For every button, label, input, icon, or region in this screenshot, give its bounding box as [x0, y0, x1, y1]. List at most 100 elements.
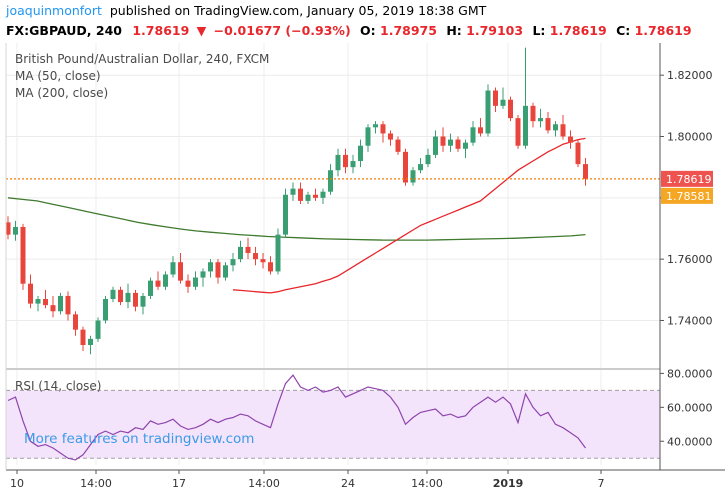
candle-body: [103, 299, 108, 321]
down-arrow-icon: ▼: [197, 23, 207, 38]
candle: [373, 121, 378, 134]
candle: [463, 139, 468, 158]
candle-body: [388, 133, 393, 140]
candle-body: [163, 274, 168, 287]
close-label: C:: [616, 23, 630, 38]
candle: [103, 295, 108, 324]
candle-body: [493, 90, 498, 106]
candle-body: [185, 280, 191, 287]
price-grid: [6, 43, 660, 368]
candle: [553, 121, 558, 137]
candle-body: [448, 139, 453, 146]
author-link[interactable]: joaquinmonfort: [5, 3, 102, 18]
candle-body: [290, 188, 296, 195]
candle: [80, 326, 86, 352]
candle: [253, 246, 258, 266]
candle: [193, 271, 198, 290]
candle: [148, 277, 153, 300]
candle: [43, 289, 48, 309]
ma50-value-badge: [661, 187, 713, 204]
candle-body: [28, 283, 33, 304]
rsi-tick-label: 60.0000: [667, 401, 713, 414]
candle: [560, 115, 566, 140]
x-tick-label: 24: [341, 477, 355, 490]
rsi-tick-label: 40.0000: [667, 435, 713, 448]
current-price-badge-label: 1.78619: [666, 173, 712, 186]
price-change: −0.01677 (−0.93%): [214, 23, 351, 38]
candle-body: [208, 262, 213, 272]
candle-body: [73, 314, 78, 330]
candle-body: [118, 289, 123, 303]
x-tick-label: 17: [172, 477, 186, 490]
rsi-overbought-oversold-band: [6, 390, 660, 459]
candle: [5, 216, 11, 240]
candle-body: [110, 289, 116, 300]
candle: [13, 220, 18, 241]
candle-body: [298, 188, 303, 201]
candle: [508, 96, 513, 122]
candle: [448, 133, 453, 152]
candle: [380, 121, 386, 143]
ma50-value-badge-label: 1.78581: [666, 190, 712, 203]
candle-body: [538, 118, 543, 122]
header-line-2: FX:GBPAUD, 240 1.78619 ▼ −0.01677 (−0.93…: [6, 23, 692, 38]
candle-body: [193, 277, 198, 287]
candle: [290, 182, 296, 201]
candle: [20, 223, 26, 290]
candle: [170, 256, 176, 278]
ma200-series: [7, 197, 586, 241]
ma200-legend[interactable]: MA (200, close): [15, 86, 108, 100]
candle-body: [440, 136, 446, 146]
candle: [455, 136, 461, 152]
candle: [118, 286, 123, 306]
candle-body: [373, 124, 378, 128]
candle-body: [13, 226, 18, 235]
candle-body: [245, 246, 251, 254]
open-value: 1.78975: [380, 23, 437, 38]
watermark-link[interactable]: More features on tradingview.com: [24, 431, 254, 447]
rsi-legend[interactable]: RSI (14, close): [15, 379, 101, 393]
rsi-y-axis[interactable]: 40.0000 60.0000 80.0000: [660, 367, 713, 448]
x-tick-label: 14:00: [411, 477, 443, 490]
candle: [568, 130, 573, 149]
candle-body: [268, 262, 273, 272]
candle-body: [155, 280, 161, 287]
candle-body: [313, 194, 318, 198]
candle: [418, 157, 423, 174]
x-tick-label: 10: [10, 477, 24, 490]
candle-body: [43, 299, 48, 306]
rsi-series: [7, 374, 586, 461]
candle-body: [568, 136, 573, 143]
candle-body: [350, 161, 356, 168]
candle: [365, 124, 371, 152]
candle: [320, 188, 326, 204]
candle: [440, 127, 446, 152]
ma50-legend[interactable]: MA (50, close): [15, 69, 101, 83]
candle: [530, 102, 536, 128]
candle-body: [275, 234, 281, 272]
candle-body: [560, 124, 566, 137]
candle-body: [523, 105, 528, 146]
candle: [73, 311, 78, 336]
candle: [388, 130, 393, 146]
candle: [140, 292, 146, 315]
candle: [28, 274, 33, 309]
price-pane[interactable]: British Pound/Australian Dollar, 240, FX…: [5, 43, 661, 368]
candle-body: [343, 154, 348, 168]
candle-body: [20, 226, 26, 284]
high-label: H:: [446, 23, 461, 38]
candle-body: [305, 194, 311, 201]
time-x-axis[interactable]: 10 14:00 17 14:00 24 14:00 2019 7: [10, 470, 605, 490]
candle-body: [358, 145, 363, 162]
candle: [88, 335, 93, 355]
candle-body: [260, 259, 266, 263]
candle: [583, 157, 588, 186]
candle-body: [463, 142, 468, 149]
candle-body: [583, 164, 588, 179]
candle: [493, 87, 498, 112]
rsi-pane[interactable]: RSI (14, close) More features on trading…: [6, 370, 660, 465]
last-price: 1.78619: [132, 23, 189, 38]
candle-body: [253, 253, 258, 260]
candles: [5, 47, 588, 355]
